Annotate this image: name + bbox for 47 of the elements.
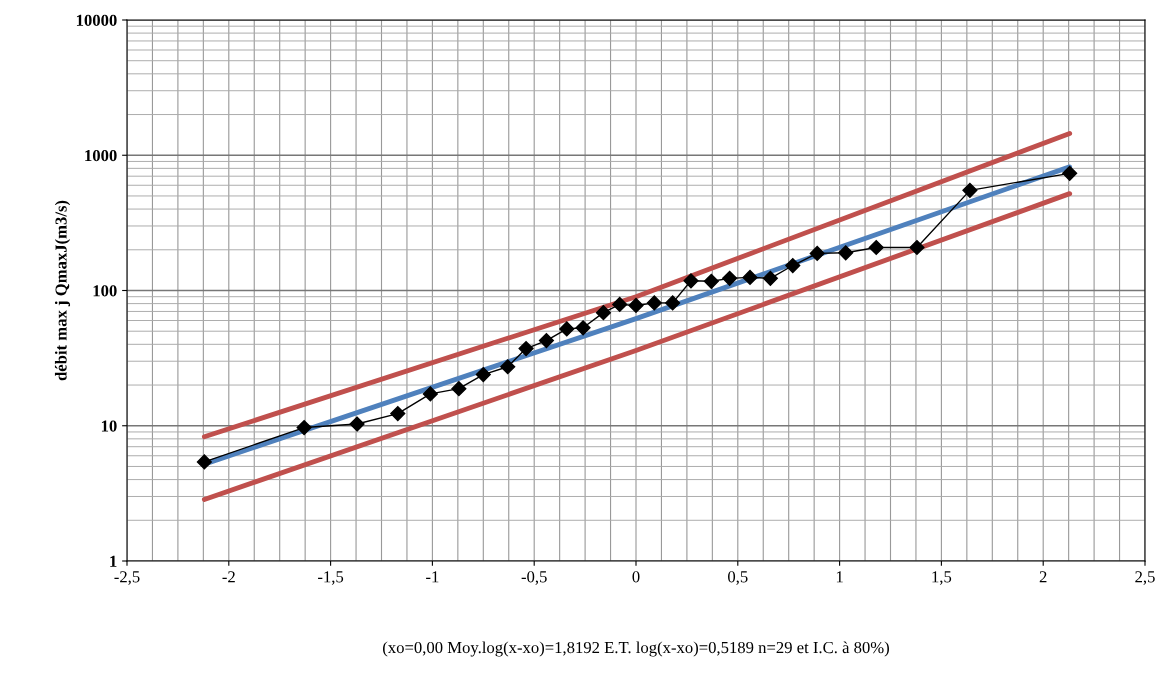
y-tick-label: 1 — [110, 555, 117, 567]
point — [722, 270, 738, 286]
point — [390, 406, 406, 422]
point — [595, 305, 611, 321]
point — [296, 419, 312, 436]
y-tick-label: 10000 — [76, 14, 117, 26]
point — [349, 416, 365, 432]
x-tick-label: 0,5 — [728, 571, 748, 585]
point — [612, 296, 628, 312]
x-tick-label: -1,5 — [318, 571, 344, 585]
point — [962, 182, 978, 198]
x-tick-label: 1,5 — [932, 571, 952, 585]
point — [475, 367, 491, 383]
y-tick-label: 100 — [93, 285, 117, 297]
point — [809, 245, 825, 261]
point — [665, 295, 681, 311]
point — [762, 270, 778, 286]
x-tick-label: -2 — [222, 571, 235, 583]
point — [500, 359, 516, 375]
x-tick-label: -0,5 — [521, 571, 547, 585]
point — [683, 273, 699, 289]
point — [518, 341, 534, 357]
point — [451, 381, 467, 397]
point — [785, 257, 801, 274]
y-tick-label: 1000 — [85, 149, 117, 162]
x-tick-label: -1 — [426, 571, 439, 583]
point — [628, 297, 644, 314]
point — [575, 320, 591, 336]
point — [742, 269, 758, 285]
y-tick-label: 10 — [101, 420, 117, 432]
x-tick-label: 0 — [632, 571, 640, 583]
point — [703, 273, 719, 289]
point — [559, 321, 575, 337]
x-tick-label: 1 — [836, 571, 843, 583]
point — [538, 333, 554, 349]
x-tick-label: 2 — [1039, 571, 1047, 583]
point — [422, 386, 438, 402]
point — [1062, 165, 1078, 181]
point — [868, 239, 884, 256]
point — [646, 295, 662, 311]
x-tick-label: 2,5 — [1135, 571, 1155, 585]
point — [838, 245, 854, 261]
point — [909, 239, 925, 256]
y-axis-title: débit max j QmaxJ(m3/s) — [54, 200, 71, 381]
point — [196, 454, 212, 470]
x-axis-title: (xo=0,00 Moy.log(x-xo)=1,8192 E.T. log(x-xo)=0,5189 n=29 et I.C. à 80%) — [383, 641, 889, 657]
x-tick-label: -2,5 — [114, 571, 140, 585]
